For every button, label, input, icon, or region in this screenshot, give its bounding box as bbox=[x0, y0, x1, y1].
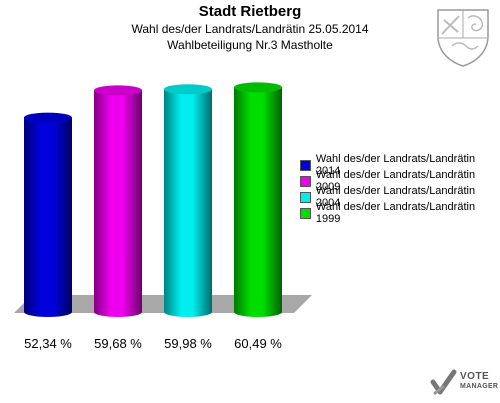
brand-name-line1: VOTE bbox=[460, 371, 490, 382]
brand-name: VOTE MANAGER bbox=[460, 372, 498, 392]
legend-item: Wahl des/der Landrats/Landrätin 2014 bbox=[300, 153, 500, 177]
value-label: 59,68 % bbox=[94, 336, 142, 351]
bar-top bbox=[94, 85, 142, 96]
value-label: 59,98 % bbox=[164, 336, 212, 351]
legend-label: Wahl des/der Landrats/Landrätin 2014 bbox=[315, 153, 476, 177]
legend-item: Wahl des/der Landrats/Landrätin 2004 bbox=[300, 185, 500, 209]
legend-label: Wahl des/der Landrats/Landrätin 2004 bbox=[315, 185, 476, 209]
brand-logo: VOTE MANAGER bbox=[430, 368, 500, 400]
bar bbox=[94, 90, 142, 318]
legend-swatch bbox=[300, 175, 311, 187]
legend-item: Wahl des/der Landrats/Landrätin 1999 bbox=[300, 201, 500, 225]
chart-subtitle-2: Wahlbeteiligung Nr.3 Mastholte bbox=[167, 38, 333, 52]
legend-swatch bbox=[300, 159, 311, 171]
value-label: 52,34 % bbox=[24, 336, 72, 351]
legend-label: Wahl des/der Landrats/Landrätin 2009 bbox=[315, 169, 476, 193]
bar-top bbox=[234, 82, 282, 93]
bar-top bbox=[24, 112, 72, 123]
brand-name-line2: MANAGER bbox=[460, 383, 499, 390]
legend-swatch bbox=[300, 207, 311, 219]
chart-legend: Wahl des/der Landrats/Landrätin 2014 Wah… bbox=[300, 153, 500, 225]
bar-top bbox=[164, 84, 212, 95]
bar bbox=[164, 89, 212, 318]
legend-swatch bbox=[300, 191, 311, 203]
ballot-check-icon bbox=[430, 369, 457, 396]
bar bbox=[234, 87, 282, 317]
chart-subtitle: Wahl des/der Landrats/Landrätin 25.05.20… bbox=[131, 22, 369, 36]
chart-title: Stadt Rietberg bbox=[198, 3, 302, 20]
coat-of-arms-icon bbox=[437, 9, 489, 67]
legend-label: Wahl des/der Landrats/Landrätin 1999 bbox=[315, 201, 476, 225]
value-label: 60,49 % bbox=[234, 336, 282, 351]
bar bbox=[24, 117, 72, 317]
legend-item: Wahl des/der Landrats/Landrätin 2009 bbox=[300, 169, 500, 193]
